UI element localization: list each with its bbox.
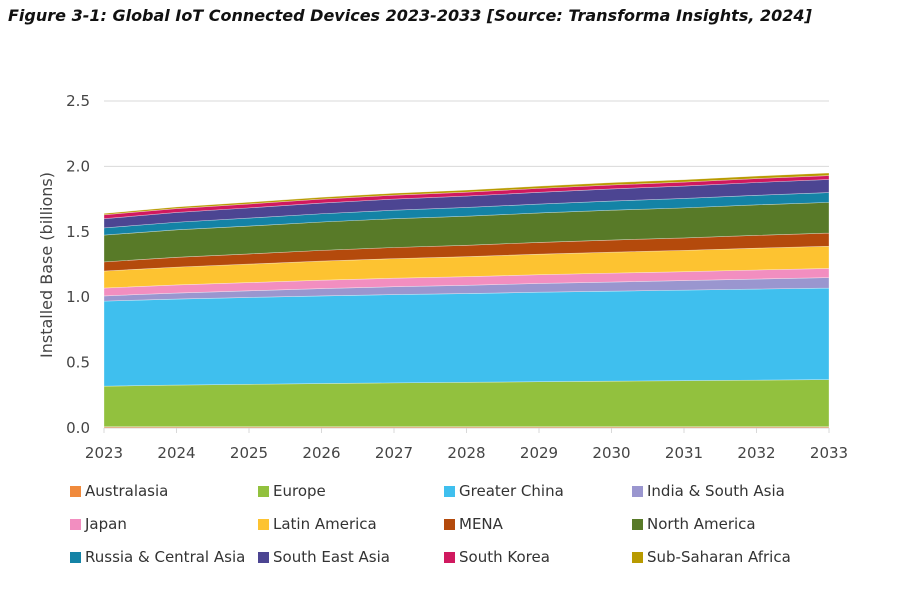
legend-label: North America [647,515,756,533]
legend-swatch [70,551,81,563]
legend-label: Sub-Saharan Africa [647,548,791,566]
area-series-sub-saharan-africa [103,172,830,216]
legend-label: Australasia [85,482,169,500]
y-tick-label: 2.5 [66,92,90,110]
x-tick-label: 2027 [375,444,413,462]
legend-item: North America [632,513,862,535]
x-tick-label: 2026 [302,444,340,462]
legend-item: South Korea [444,546,632,568]
x-tick-label: 2028 [447,444,485,462]
y-tick-label: 1.0 [66,288,90,306]
y-axis-label: Installed Base (billions) [37,172,56,358]
area-series-europe [103,379,830,427]
legend-item: Latin America [258,513,444,535]
y-tick-label: 0.5 [66,354,90,372]
legend-label: India & South Asia [647,482,785,500]
legend-swatch [632,485,643,497]
legend-item: Sub-Saharan Africa [632,546,862,568]
x-tick-label: 2033 [810,444,848,462]
x-tick-label: 2023 [85,444,123,462]
legend-swatch [70,518,81,530]
legend-swatch [258,551,269,563]
legend-item: Greater China [444,480,632,502]
legend-swatch [258,485,269,497]
legend: Australasia Europe Greater China India & So… [70,480,890,568]
legend-item: Russia & Central Asia [70,546,258,568]
x-tick-label: 2024 [157,444,195,462]
legend-swatch [444,551,455,563]
x-tick-label: 2030 [592,444,630,462]
legend-label: Russia & Central Asia [85,548,246,566]
figure-title: Figure 3-1: Global IoT Connected Devices… [8,6,812,25]
y-tick-label: 1.5 [66,223,90,241]
x-tick-label: 2025 [230,444,268,462]
legend-swatch [444,518,455,530]
legend-label: Greater China [459,482,564,500]
legend-label: Latin America [273,515,377,533]
legend-label: South Korea [459,548,550,566]
legend-item: South East Asia [258,546,444,568]
legend-swatch [632,551,643,563]
legend-swatch [258,518,269,530]
legend-item: India & South Asia [632,480,862,502]
y-tick-label: 2.0 [66,157,90,175]
legend-swatch [70,485,81,497]
legend-item: MENA [444,513,632,535]
legend-swatch [632,518,643,530]
legend-label: South East Asia [273,548,390,566]
x-tick-label: 2031 [665,444,703,462]
legend-swatch [444,485,455,497]
y-tick-label: 0.0 [66,419,90,437]
legend-label: MENA [459,515,503,533]
legend-item: Europe [258,480,444,502]
area-series-greater-china [103,287,830,387]
legend-label: Europe [273,482,326,500]
legend-label: Japan [85,515,127,533]
x-tick-label: 2029 [520,444,558,462]
legend-item: Australasia [70,480,258,502]
x-tick-label: 2032 [737,444,775,462]
legend-item: Japan [70,513,258,535]
